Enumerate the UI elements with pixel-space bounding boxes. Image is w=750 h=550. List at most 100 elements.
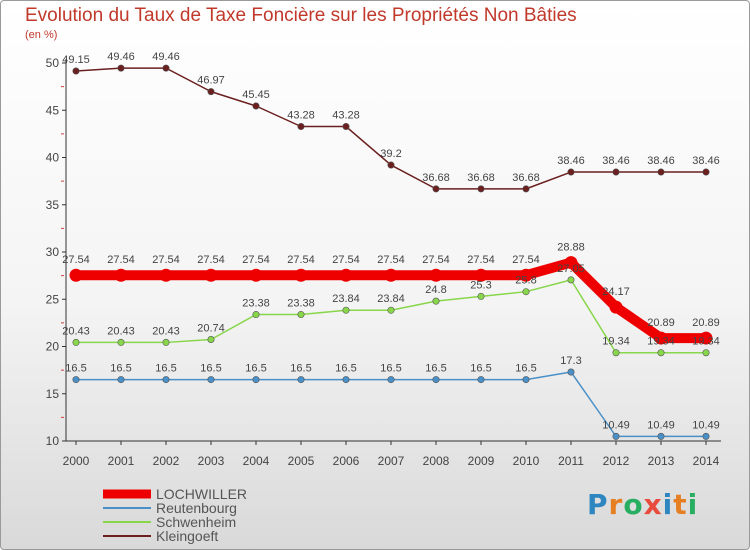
data-label: 10.49 [647,419,675,431]
data-point [477,292,485,300]
x-tick-label: 2014 [693,454,720,468]
data-label: 16.5 [200,363,221,375]
data-point [387,161,395,169]
data-label: 49.15 [62,54,90,66]
x-tick-label: 2007 [378,454,405,468]
x-tick-label: 2002 [153,454,180,468]
data-label: 38.46 [602,155,630,167]
data-label: 16.5 [155,363,176,375]
series-line-kleingoeft [75,67,707,190]
data-label: 27.54 [107,254,135,266]
data-point [207,336,215,344]
data-point [162,376,170,384]
data-point [657,349,665,357]
x-tick-label: 2008 [423,454,450,468]
y-tick-label: 10 [46,434,60,448]
data-point [702,432,710,440]
data-point [432,297,440,305]
x-tick-label: 2001 [108,454,135,468]
series-layer [69,64,713,440]
data-point [297,376,305,384]
data-labels: 49.15 49.46 49.46 46.97 45.45 43.28 43.28 39.2 3… [62,51,720,431]
data-label: 16.5 [65,363,86,375]
data-label: 19.34 [692,336,720,348]
data-label: 27.54 [332,254,360,266]
data-label: 16.5 [245,363,266,375]
x-tick-label: 2010 [513,454,540,468]
x-tick-label: 2004 [243,454,270,468]
data-label: 25.3 [470,279,491,291]
data-point [384,268,398,282]
data-label: 27.54 [467,254,495,266]
data-point [702,349,710,357]
data-label: 16.5 [470,363,491,375]
data-label: 27.54 [512,254,540,266]
chart-title: Evolution du Taux de Taxe Foncière sur l… [25,5,577,26]
data-label: 27.54 [287,254,315,266]
data-label: 16.5 [110,363,131,375]
x-tick-label: 2012 [603,454,630,468]
data-point [342,123,350,131]
proxiti-logo: Proxiti [587,488,699,521]
data-point [252,102,260,110]
data-label: 27.54 [62,254,90,266]
data-point [522,376,530,384]
data-label: 27.54 [422,254,450,266]
data-label: 28.88 [557,242,585,254]
data-label: 10.49 [602,419,630,431]
data-label: 10.49 [692,419,720,431]
data-point [252,376,260,384]
data-point [342,376,350,384]
data-point [477,185,485,193]
data-label: 45.45 [242,89,270,101]
data-point [297,123,305,131]
data-label: 16.5 [290,363,311,375]
x-tick-label: 2003 [198,454,225,468]
data-point [654,331,668,345]
data-point [609,300,623,314]
data-label: 49.46 [152,51,180,63]
data-point [207,376,215,384]
data-point [564,256,578,270]
data-point [72,376,80,384]
chart-subtitle: (en %) [25,29,58,41]
data-label: 49.46 [107,51,135,63]
data-point [252,311,260,319]
data-point [339,268,353,282]
data-point [432,376,440,384]
data-label: 24.8 [425,284,446,296]
data-label: 38.46 [692,155,720,167]
data-label: 17.3 [560,355,581,367]
y-tick-label: 30 [46,245,60,259]
data-point [699,331,713,345]
data-point [657,432,665,440]
data-label: 23.38 [242,298,270,310]
data-label: 20.43 [152,325,180,337]
data-label: 36.68 [512,172,540,184]
data-point [432,185,440,193]
data-point [612,432,620,440]
legend: LOCHWILLERReutenbourgSchwenheimKleingoef… [103,486,247,544]
data-label: 20.74 [197,323,225,335]
data-point [117,376,125,384]
data-point [522,288,530,296]
data-point [342,306,350,314]
data-point [72,67,80,75]
data-point [72,338,80,346]
axes: 10 15 20 25 30 35 40 45 50 2000 2001 2002 2003 2004 20… [46,56,721,468]
data-point [69,268,83,282]
data-label: 23.38 [287,298,315,310]
data-label: 43.28 [332,110,360,122]
data-label: 27.05 [557,263,585,275]
data-point [567,276,575,284]
data-label: 20.89 [692,317,720,329]
y-tick-label: 20 [46,340,60,354]
data-point [519,268,533,282]
legend-label-reutenbourg: Reutenbourg [156,500,237,516]
data-label: 43.28 [287,110,315,122]
data-label: 46.97 [197,75,225,87]
x-tick-label: 2009 [468,454,495,468]
x-tick-label: 2000 [63,454,90,468]
x-tick-label: 2005 [288,454,315,468]
